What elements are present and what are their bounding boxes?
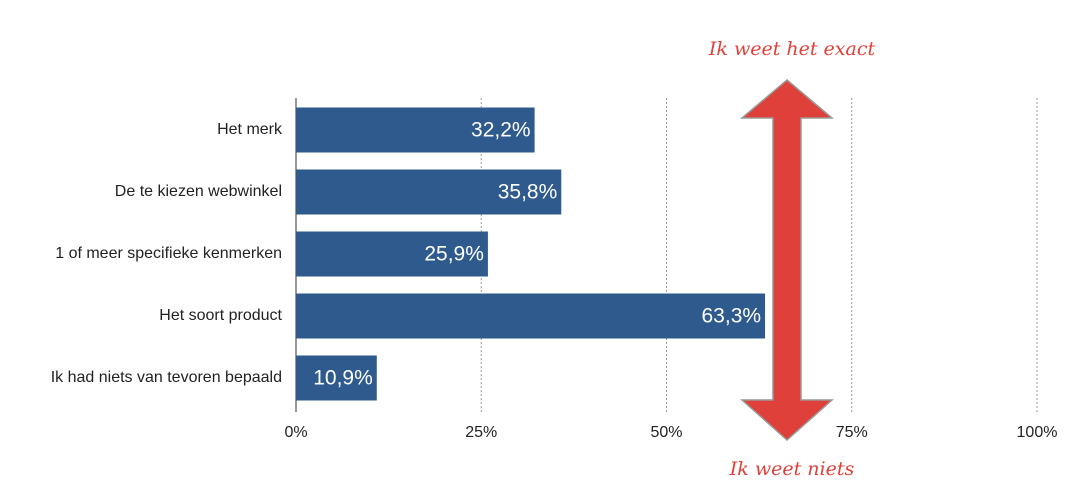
bar xyxy=(296,355,377,401)
category-label: Het soort product xyxy=(159,307,282,324)
x-tick-label: 75% xyxy=(836,424,868,441)
x-tick-label: 0% xyxy=(284,424,307,441)
bar xyxy=(296,293,766,339)
bar xyxy=(296,169,562,215)
value-label: 35,8% xyxy=(498,181,558,204)
value-label: 10,9% xyxy=(313,367,373,390)
value-label: 25,9% xyxy=(424,243,484,266)
category-label: Het merk xyxy=(217,121,283,138)
category-label: 1 of meer specifieke kenmerken xyxy=(55,245,282,262)
annotation-bottom: Ik weet niets xyxy=(729,458,855,480)
value-label: 32,2% xyxy=(471,119,531,142)
x-tick-label: 100% xyxy=(1017,424,1058,441)
category-label: Ik had niets van tevoren bepaald xyxy=(51,369,282,386)
bar xyxy=(296,231,488,277)
double-arrow xyxy=(739,79,835,442)
x-tick-label: 25% xyxy=(465,424,497,441)
category-label: De te kiezen webwinkel xyxy=(115,183,282,200)
bars xyxy=(296,107,766,401)
bar xyxy=(296,107,535,153)
x-tick-label: 50% xyxy=(650,424,682,441)
value-label: 63,3% xyxy=(702,305,762,328)
annotation-top: Ik weet het exact xyxy=(708,38,876,60)
